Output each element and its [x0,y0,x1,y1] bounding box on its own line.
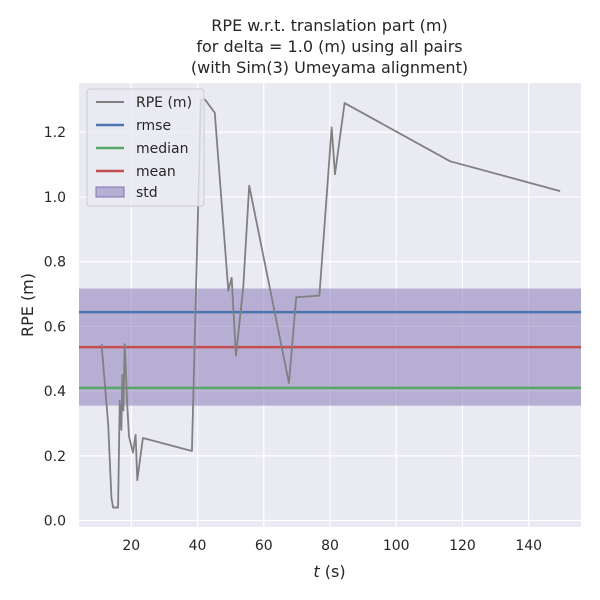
series-layer [100,98,561,509]
x-tick-label-6: 140 [515,538,542,554]
chart-title-line-1: RPE w.r.t. translation part (m) [211,16,447,35]
stat-lines-layer [79,310,581,390]
x-tick-label-2: 60 [255,538,273,554]
legend-label-median: median [136,141,188,157]
legend-frame [86,88,205,207]
y-tick-label-5: 1.0 [44,190,66,206]
x-tick-label-5: 120 [449,538,476,554]
chart-title-line-3: (with Sim(3) Umeyama alignment) [191,58,468,77]
x-tick-label-0: 20 [122,538,140,554]
x-tick-label-4: 100 [383,538,410,554]
legend-swatch-std [95,186,125,198]
y-tick-label-1: 0.2 [44,449,66,465]
rpe-series-line [100,98,561,509]
x-tick-label-3: 80 [321,538,339,554]
y-axis-label: RPE (m) [18,273,37,337]
y-tick-label-3: 0.6 [44,319,66,335]
chart-title-line-2: for delta = 1.0 (m) using all pairs [196,37,462,56]
x-axis-label-variable: t [313,562,320,581]
y-tick-label-6: 1.2 [44,125,66,141]
legend-label-std: std [136,185,158,201]
y-axis-ticks: 0.0 0.2 0.4 0.6 0.8 1.0 1.2 [44,125,66,529]
x-axis-label-unit: (s) [320,562,346,581]
y-tick-label-0: 0.0 [44,514,66,530]
x-axis-label: t (s) [313,562,345,581]
x-tick-label-1: 40 [189,538,207,554]
legend-label-rmse: rmse [136,118,171,134]
y-tick-label-4: 0.8 [44,255,66,271]
legend-label-mean: mean [136,164,176,180]
legend: RPE (m) rmse median mean std [86,88,205,207]
x-axis-ticks: 20 40 60 80 100 120 140 [122,538,542,554]
y-tick-label-2: 0.4 [44,384,66,400]
legend-label-rpe: RPE (m) [136,95,192,111]
